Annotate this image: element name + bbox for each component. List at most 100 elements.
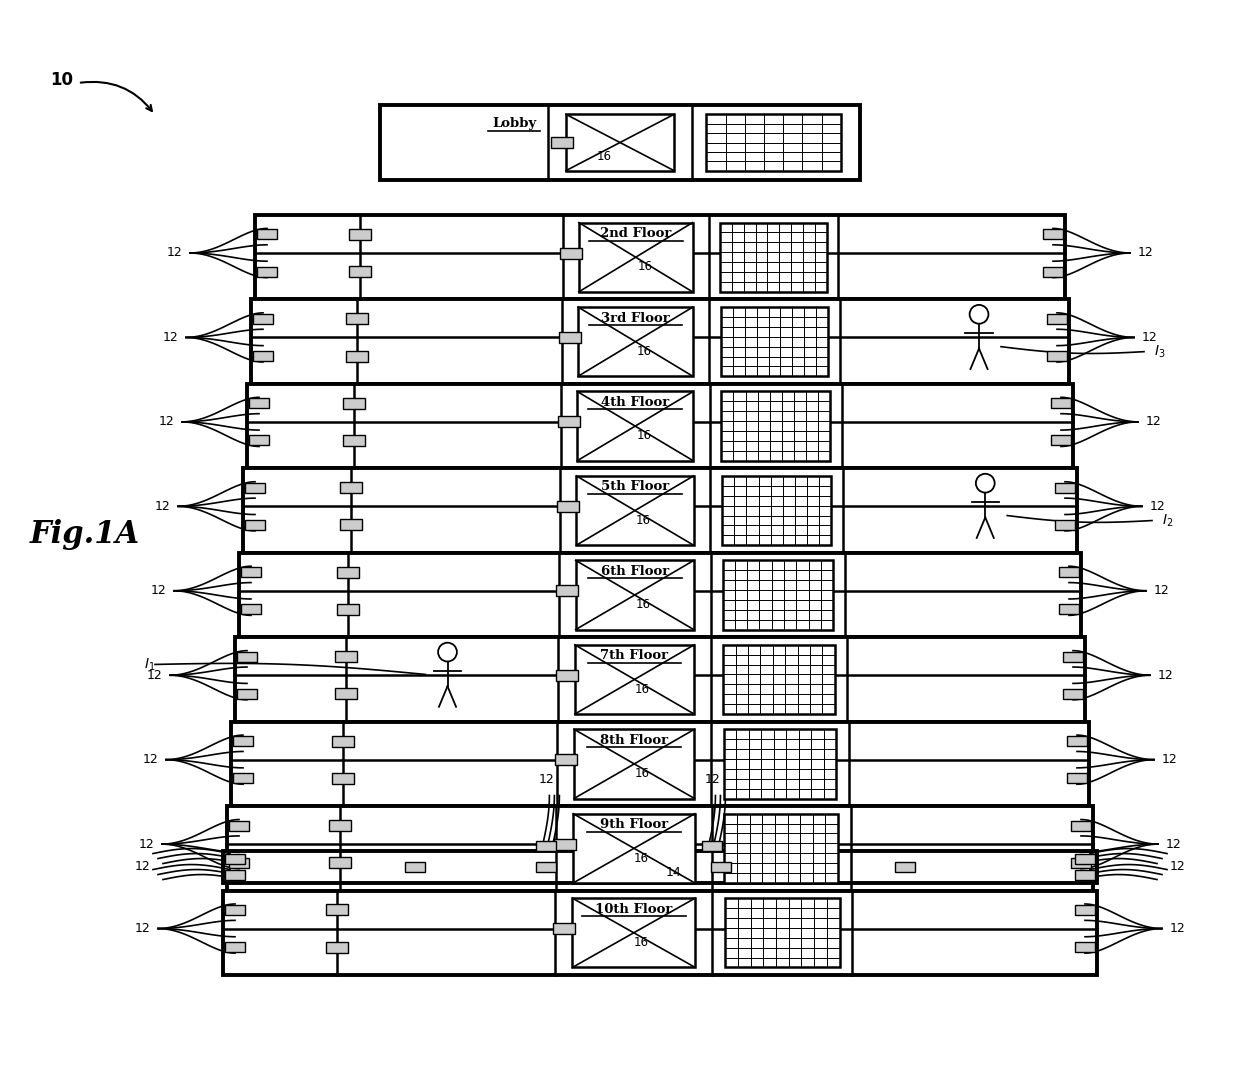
Bar	[337, 604, 360, 615]
Text: 16: 16	[635, 767, 650, 780]
Text: 12: 12	[1166, 838, 1182, 851]
Bar	[246, 483, 265, 492]
Text: 4th Floor: 4th Floor	[601, 396, 670, 409]
Bar	[241, 567, 260, 577]
Bar	[229, 821, 249, 831]
Bar	[723, 645, 835, 714]
Bar	[1071, 858, 1091, 867]
Bar	[343, 435, 366, 446]
Text: 12: 12	[150, 584, 166, 597]
Bar	[329, 820, 351, 831]
Text: 12: 12	[134, 922, 150, 935]
Bar	[257, 229, 277, 240]
Bar	[237, 689, 257, 699]
Bar	[241, 605, 260, 615]
Bar	[236, 637, 1085, 721]
Text: $I_1$: $I_1$	[144, 657, 155, 673]
Bar	[578, 307, 693, 376]
Text: 10: 10	[51, 71, 73, 89]
Text: 12: 12	[538, 772, 554, 785]
Bar	[346, 313, 368, 324]
Bar	[1063, 689, 1083, 699]
Bar	[246, 519, 265, 530]
Bar	[224, 869, 246, 879]
Bar	[537, 840, 557, 851]
Bar	[227, 806, 1092, 891]
Bar	[249, 435, 269, 445]
Bar	[224, 905, 246, 915]
Bar	[224, 942, 246, 953]
Text: 6th Floor: 6th Floor	[600, 565, 668, 578]
Bar	[335, 688, 357, 700]
Text: 12: 12	[1171, 860, 1185, 873]
Text: Fig.1A: Fig.1A	[30, 519, 140, 551]
Bar	[573, 813, 694, 883]
Text: 12: 12	[704, 772, 720, 785]
Bar	[560, 247, 582, 258]
Text: 14: 14	[666, 866, 682, 879]
Bar	[405, 862, 425, 872]
Bar	[1063, 651, 1083, 662]
Bar	[343, 397, 366, 409]
Text: 10th Floor: 10th Floor	[595, 903, 672, 916]
Text: 12: 12	[146, 669, 162, 681]
Bar	[1059, 567, 1079, 577]
Text: $I_3$: $I_3$	[1154, 343, 1166, 360]
Bar	[720, 222, 827, 292]
Text: $I_2$: $I_2$	[1162, 512, 1173, 529]
Text: 12: 12	[1146, 416, 1162, 429]
Bar	[565, 114, 675, 171]
Bar	[223, 891, 1097, 975]
Text: 12: 12	[1154, 584, 1169, 597]
Bar	[237, 651, 257, 662]
Text: 8th Floor: 8th Floor	[600, 733, 668, 746]
Bar	[1075, 905, 1095, 915]
Bar	[1047, 351, 1066, 361]
Bar	[723, 561, 833, 630]
Bar	[702, 840, 723, 851]
Bar	[557, 585, 578, 596]
Bar	[537, 862, 557, 872]
Bar	[575, 561, 694, 630]
Text: 5th Floor: 5th Floor	[601, 481, 670, 494]
Bar	[1047, 314, 1066, 324]
Bar	[253, 314, 273, 324]
Text: 16: 16	[634, 936, 649, 949]
Bar	[1059, 605, 1079, 615]
Text: 12: 12	[1138, 246, 1153, 259]
Bar	[233, 737, 253, 746]
Text: 16: 16	[637, 260, 652, 273]
Bar	[247, 383, 1073, 469]
Bar	[1055, 483, 1075, 492]
Bar	[250, 299, 1069, 383]
Bar	[326, 942, 347, 953]
Bar	[1071, 821, 1091, 831]
Bar	[243, 469, 1078, 553]
Bar	[578, 391, 693, 461]
Bar	[1043, 267, 1063, 276]
Bar	[326, 904, 347, 916]
Text: 16: 16	[635, 683, 650, 696]
Text: 16: 16	[635, 598, 651, 611]
Bar	[337, 567, 360, 578]
Bar	[712, 862, 732, 872]
Bar	[329, 858, 351, 868]
Bar	[553, 923, 575, 934]
Bar	[554, 838, 575, 850]
Text: 12: 12	[1162, 753, 1178, 766]
Bar	[1052, 399, 1071, 408]
Text: 12: 12	[159, 416, 174, 429]
Bar	[350, 229, 371, 240]
Text: 12: 12	[1142, 330, 1158, 343]
Bar	[720, 307, 828, 376]
Bar	[224, 853, 246, 864]
Bar	[1052, 435, 1071, 445]
Bar	[554, 754, 577, 765]
Bar	[335, 651, 357, 662]
Bar	[573, 899, 696, 968]
Bar	[346, 351, 368, 362]
Bar	[724, 729, 837, 798]
Bar	[724, 813, 838, 883]
Text: 12: 12	[154, 500, 170, 513]
Text: 12: 12	[1158, 669, 1174, 681]
